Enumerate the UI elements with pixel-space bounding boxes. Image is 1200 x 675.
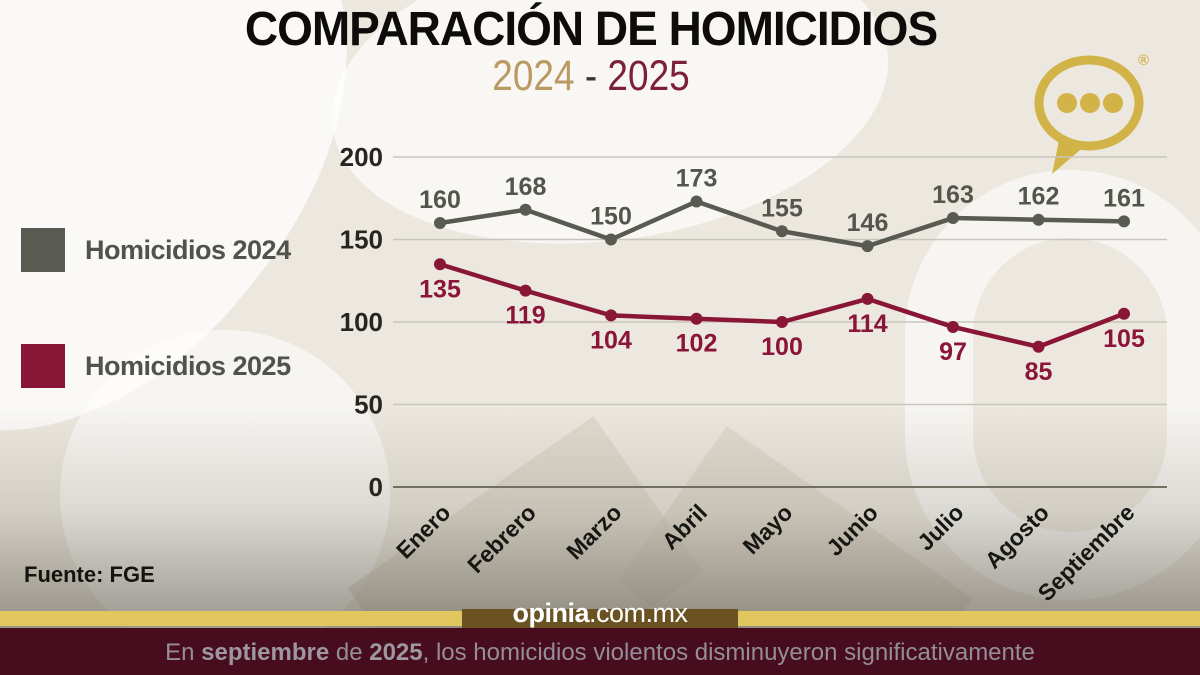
banner-text-part: , los homicidios violentos disminuyeron … xyxy=(422,639,1035,666)
subtitle-year-2025: 2025 xyxy=(607,52,690,100)
y-axis-label: 100 xyxy=(340,307,383,337)
data-point xyxy=(690,312,703,325)
value-label: 100 xyxy=(761,333,803,361)
x-axis-label: Agosto xyxy=(980,499,1054,573)
data-point xyxy=(861,292,874,305)
data-point xyxy=(434,258,446,271)
x-axis-label: Enero xyxy=(391,499,455,563)
source-note: Fuente: FGE xyxy=(24,562,155,587)
subtitle-separator: - xyxy=(574,52,608,100)
x-axis-label: Marzo xyxy=(561,499,626,564)
site-name: opinia.com.mx xyxy=(462,598,738,629)
data-point xyxy=(605,309,617,322)
banner-text-part: de xyxy=(329,639,370,666)
legend-label-2025: Homicidios 2025 xyxy=(85,350,291,381)
value-label: 104 xyxy=(590,326,632,354)
registered-trademark: ® xyxy=(1138,52,1150,69)
data-point xyxy=(776,225,788,238)
value-label: 161 xyxy=(1103,184,1145,212)
banner-message: En septiembre de 2025, los homicidios vi… xyxy=(0,639,1200,667)
value-label: 102 xyxy=(676,330,718,358)
data-point xyxy=(519,203,532,216)
y-axis-label: 150 xyxy=(340,225,383,255)
data-point xyxy=(947,320,959,333)
legend-item-2024: Homicidios 2024 xyxy=(21,228,291,272)
data-point xyxy=(1118,215,1130,228)
data-point xyxy=(1032,213,1045,226)
data-point xyxy=(605,233,617,246)
x-axis-label: Junio xyxy=(821,499,883,561)
legend-swatch-2025 xyxy=(21,344,65,388)
data-point xyxy=(1118,307,1130,320)
data-point xyxy=(861,240,874,253)
banner-text-bold: septiembre xyxy=(201,639,330,666)
value-label: 162 xyxy=(1018,183,1060,211)
subtitle-year-2024: 2024 xyxy=(492,52,575,100)
data-point xyxy=(519,284,532,297)
x-axis-label: Abril xyxy=(657,499,712,554)
site-name-domain: .com.mx xyxy=(588,598,688,628)
legend-swatch-2024 xyxy=(21,228,65,272)
value-label: 135 xyxy=(419,275,461,303)
legend-label-2024: Homicidios 2024 xyxy=(85,234,291,265)
value-label: 150 xyxy=(590,203,632,231)
value-label: 173 xyxy=(676,165,718,193)
header: COMPARACIÓN DE HOMICIDIOS 2024 - 2025 xyxy=(0,0,1191,103)
y-axis-label: 50 xyxy=(354,390,383,420)
data-point xyxy=(690,195,703,208)
y-axis-label: 0 xyxy=(369,472,383,502)
value-label: 97 xyxy=(939,338,967,366)
y-axis-label: 200 xyxy=(340,142,383,172)
data-point xyxy=(1032,340,1045,353)
site-name-bold: opinia xyxy=(512,598,589,628)
x-axis-label: Mayo xyxy=(738,499,798,559)
x-axis-label: Julio xyxy=(912,499,968,555)
speech-bubble-logo-icon xyxy=(1034,55,1144,174)
value-label: 168 xyxy=(505,173,547,201)
page-title: COMPARACIÓN DE HOMICIDIOS xyxy=(244,1,938,56)
data-point xyxy=(434,217,446,229)
data-point xyxy=(776,316,788,328)
value-label: 155 xyxy=(761,194,803,222)
value-label: 146 xyxy=(847,209,889,237)
banner-text-part: En xyxy=(165,639,202,666)
value-label: 114 xyxy=(847,310,887,338)
x-axis-label: Febrero xyxy=(462,499,541,578)
value-label: 119 xyxy=(505,302,545,330)
value-label: 85 xyxy=(1025,358,1053,386)
legend-item-2025: Homicidios 2025 xyxy=(21,344,291,388)
bottom-banner: En septiembre de 2025, los homicidios vi… xyxy=(0,628,1200,675)
value-label: 160 xyxy=(419,186,461,214)
value-label: 105 xyxy=(1103,325,1145,353)
site-name-background xyxy=(462,609,738,628)
banner-text-bold: 2025 xyxy=(369,639,423,666)
subtitle: 2024 - 2025 xyxy=(75,52,1107,101)
value-label: 163 xyxy=(932,181,974,209)
data-point xyxy=(947,212,959,225)
